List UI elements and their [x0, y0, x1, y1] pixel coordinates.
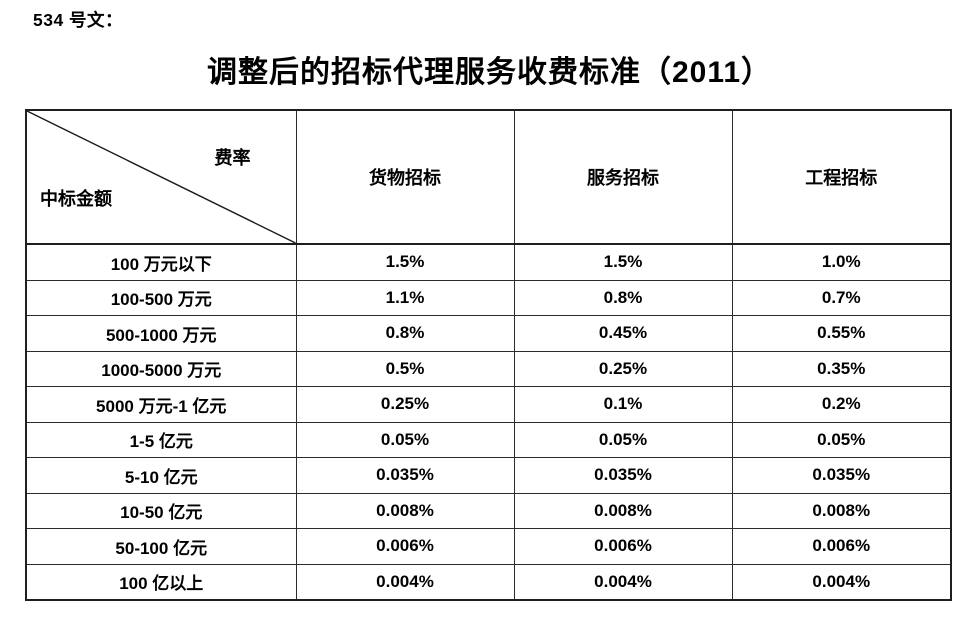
column-header-goods: 货物招标: [295, 109, 515, 245]
rate-cell: 0.004%: [513, 563, 733, 601]
row-label: 50-100 亿元: [25, 528, 297, 565]
diagonal-line: [27, 111, 296, 243]
corner-header-cell: 费率 中标金额: [25, 109, 297, 245]
doc-number: 534 号文：: [33, 10, 124, 30]
row-label: 100 万元以下: [25, 243, 297, 281]
page-title: 调整后的招标代理服务收费标准（2011）: [206, 56, 773, 89]
rate-cell: 0.45%: [513, 315, 733, 352]
rate-cell: 0.7%: [731, 279, 952, 316]
table-header-row: 费率 中标金额 货物招标 服务招标 工程招标: [25, 109, 952, 245]
row-label: 100 亿以上: [25, 563, 297, 601]
fee-rate-table: 费率 中标金额 货物招标 服务招标 工程招标 100 万元以下 1.5% 1.5…: [25, 109, 952, 601]
rate-cell: 0.2%: [731, 386, 952, 423]
rate-cell: 0.5%: [295, 350, 515, 387]
rate-cell: 0.8%: [513, 279, 733, 316]
rate-cell: 0.035%: [513, 457, 733, 494]
rate-cell: 0.05%: [731, 421, 952, 458]
table-row: 1-5 亿元 0.05% 0.05% 0.05%: [25, 421, 952, 458]
rate-cell: 0.8%: [295, 315, 515, 352]
rate-cell: 1.5%: [295, 243, 515, 281]
rate-cell: 0.05%: [513, 421, 733, 458]
row-label: 1000-5000 万元: [25, 350, 297, 387]
table-row: 500-1000 万元 0.8% 0.45% 0.55%: [25, 315, 952, 352]
rate-cell: 1.5%: [513, 243, 733, 281]
rate-cell: 0.006%: [731, 528, 952, 565]
rate-cell: 0.006%: [513, 528, 733, 565]
row-label: 1-5 亿元: [25, 421, 297, 458]
column-header-engineering: 工程招标: [731, 109, 952, 245]
row-label: 100-500 万元: [25, 279, 297, 316]
rate-cell: 0.008%: [731, 492, 952, 529]
rate-cell: 0.006%: [295, 528, 515, 565]
rate-cell: 0.25%: [295, 386, 515, 423]
row-label: 500-1000 万元: [25, 315, 297, 352]
table-row: 100 亿以上 0.004% 0.004% 0.004%: [25, 563, 952, 601]
rate-cell: 0.55%: [731, 315, 952, 352]
rate-cell: 0.05%: [295, 421, 515, 458]
table-row: 100-500 万元 1.1% 0.8% 0.7%: [25, 279, 952, 316]
table-row: 10-50 亿元 0.008% 0.008% 0.008%: [25, 492, 952, 529]
rate-cell: 0.004%: [295, 563, 515, 601]
column-header-services: 服务招标: [513, 109, 733, 245]
rate-cell: 0.008%: [295, 492, 515, 529]
row-label: 5-10 亿元: [25, 457, 297, 494]
rate-cell: 0.008%: [513, 492, 733, 529]
rate-cell: 1.0%: [731, 243, 952, 281]
table-row: 5-10 亿元 0.035% 0.035% 0.035%: [25, 457, 952, 494]
rate-cell: 0.25%: [513, 350, 733, 387]
rate-cell: 0.35%: [731, 350, 952, 387]
rate-cell: 0.1%: [513, 386, 733, 423]
table-row: 5000 万元-1 亿元 0.25% 0.1% 0.2%: [25, 386, 952, 423]
corner-label-amount: 中标金额: [40, 189, 112, 209]
table-row: 100 万元以下 1.5% 1.5% 1.0%: [25, 243, 952, 281]
rate-cell: 0.004%: [731, 563, 952, 601]
rate-cell: 0.035%: [731, 457, 952, 494]
table-row: 1000-5000 万元 0.5% 0.25% 0.35%: [25, 350, 952, 387]
table-row: 50-100 亿元 0.006% 0.006% 0.006%: [25, 528, 952, 565]
rate-cell: 1.1%: [295, 279, 515, 316]
row-label: 5000 万元-1 亿元: [25, 386, 297, 423]
rate-cell: 0.035%: [295, 457, 515, 494]
row-label: 10-50 亿元: [25, 492, 297, 529]
corner-label-rate: 费率: [214, 148, 251, 168]
